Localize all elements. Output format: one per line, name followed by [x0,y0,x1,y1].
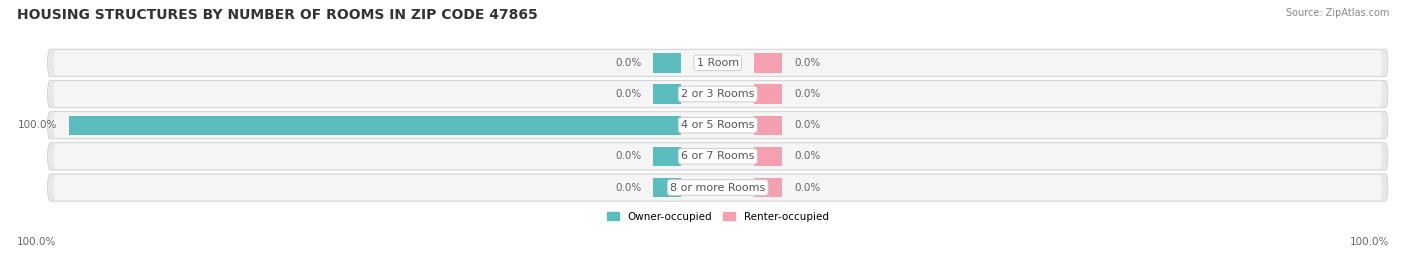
FancyBboxPatch shape [48,111,1388,139]
Text: 0.0%: 0.0% [794,89,821,99]
Bar [69,115,681,135]
Text: 100.0%: 100.0% [17,238,56,247]
FancyBboxPatch shape [48,80,1388,108]
Text: 6 or 7 Rooms: 6 or 7 Rooms [681,151,755,161]
Bar [755,53,782,73]
Text: 0.0%: 0.0% [614,89,641,99]
Text: 2 or 3 Rooms: 2 or 3 Rooms [681,89,755,99]
Legend: Owner-occupied, Renter-occupied: Owner-occupied, Renter-occupied [603,208,832,226]
Text: 0.0%: 0.0% [614,58,641,68]
FancyBboxPatch shape [53,112,1382,138]
Text: HOUSING STRUCTURES BY NUMBER OF ROOMS IN ZIP CODE 47865: HOUSING STRUCTURES BY NUMBER OF ROOMS IN… [17,8,537,22]
Text: 100.0%: 100.0% [17,120,56,130]
Bar [755,84,782,104]
Text: 1 Room: 1 Room [696,58,738,68]
Text: 0.0%: 0.0% [794,58,821,68]
FancyBboxPatch shape [53,50,1382,76]
Bar [755,147,782,166]
Bar [755,115,782,135]
Bar [654,178,681,197]
Text: 4 or 5 Rooms: 4 or 5 Rooms [681,120,755,130]
Bar [654,147,681,166]
Text: 8 or more Rooms: 8 or more Rooms [671,182,765,193]
Bar [755,178,782,197]
FancyBboxPatch shape [53,144,1382,169]
Text: 0.0%: 0.0% [614,151,641,161]
Bar [654,84,681,104]
FancyBboxPatch shape [48,49,1388,77]
Text: Source: ZipAtlas.com: Source: ZipAtlas.com [1285,8,1389,18]
Text: 0.0%: 0.0% [794,151,821,161]
FancyBboxPatch shape [53,175,1382,200]
Text: 0.0%: 0.0% [794,120,821,130]
Bar [654,53,681,73]
FancyBboxPatch shape [48,174,1388,201]
Text: 0.0%: 0.0% [794,182,821,193]
FancyBboxPatch shape [48,143,1388,170]
FancyBboxPatch shape [53,81,1382,107]
Text: 0.0%: 0.0% [614,182,641,193]
Text: 100.0%: 100.0% [1350,238,1389,247]
